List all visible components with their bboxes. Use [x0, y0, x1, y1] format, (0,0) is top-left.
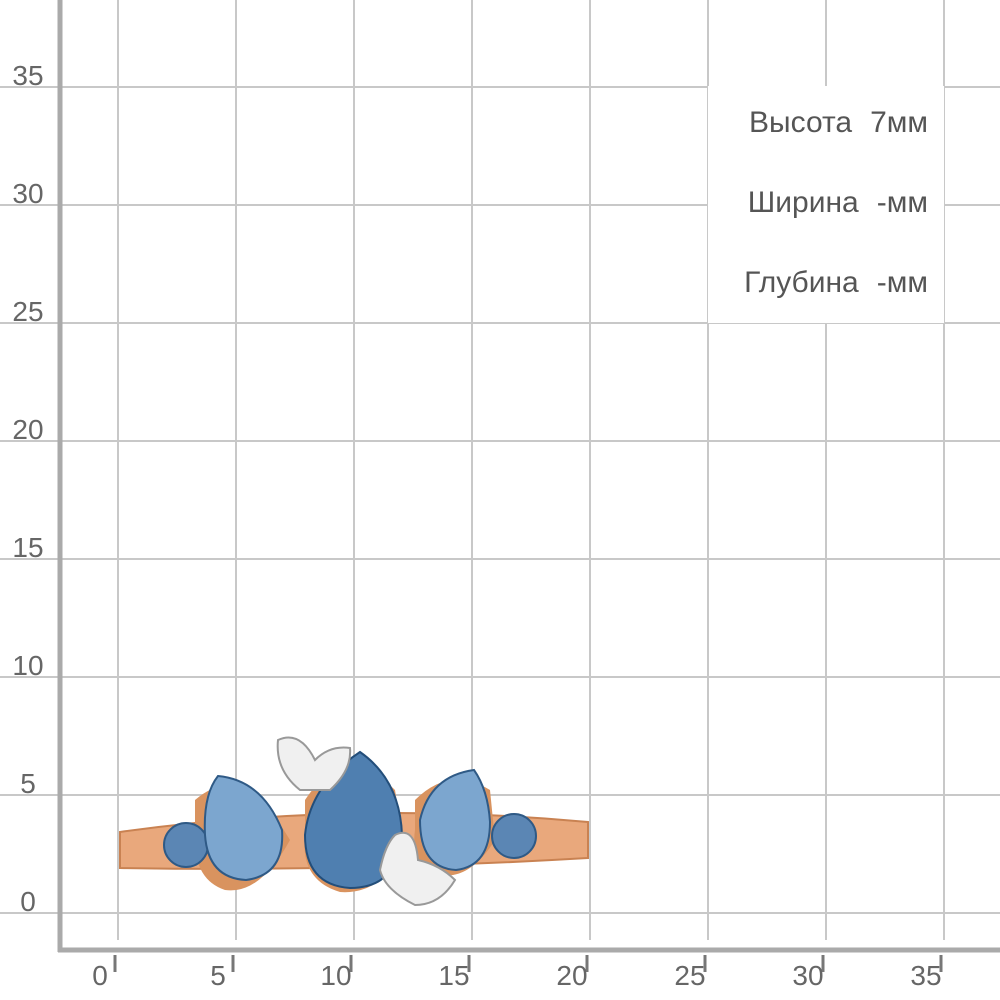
dimension-value: 7мм: [870, 106, 928, 139]
x-tick-label: 0: [92, 960, 108, 991]
x-tick-label: 10: [320, 960, 351, 991]
dimension-label: Глубина: [744, 266, 859, 299]
dimension-label: Высота: [749, 106, 852, 139]
dimension-value: -мм: [877, 186, 928, 219]
x-tick-label: 15: [438, 960, 469, 991]
dimension: Глубина -мм: [744, 266, 928, 299]
labels: 35 30 25 20 15 10 5 0 0 5 10 15 20 25 30 35 Высота 7мм Шир…: [12, 60, 941, 991]
y-tick-label: 25: [12, 296, 43, 327]
dimension-value: -мм: [877, 266, 928, 299]
x-tick-label: 20: [556, 960, 587, 991]
dimension-box: [708, 86, 944, 323]
y-tick-label: 10: [12, 650, 43, 681]
x-tick-label: 30: [792, 960, 823, 991]
y-tick-label: 20: [12, 414, 43, 445]
x-tick-label: 25: [674, 960, 705, 991]
y-tick-label: 30: [12, 178, 43, 209]
y-tick-label: 0: [20, 886, 36, 917]
x-tick-label: 35: [910, 960, 941, 991]
dimension: Ширина -мм: [748, 186, 928, 219]
y-tick-label: 35: [12, 60, 43, 91]
y-tick-label: 15: [12, 532, 43, 563]
dimension: Высота 7мм: [749, 106, 928, 139]
dimension-label: Ширина: [748, 186, 859, 219]
ring: [119, 736, 589, 907]
y-tick-label: 5: [20, 768, 36, 799]
x-tick-label: 5: [210, 960, 226, 991]
